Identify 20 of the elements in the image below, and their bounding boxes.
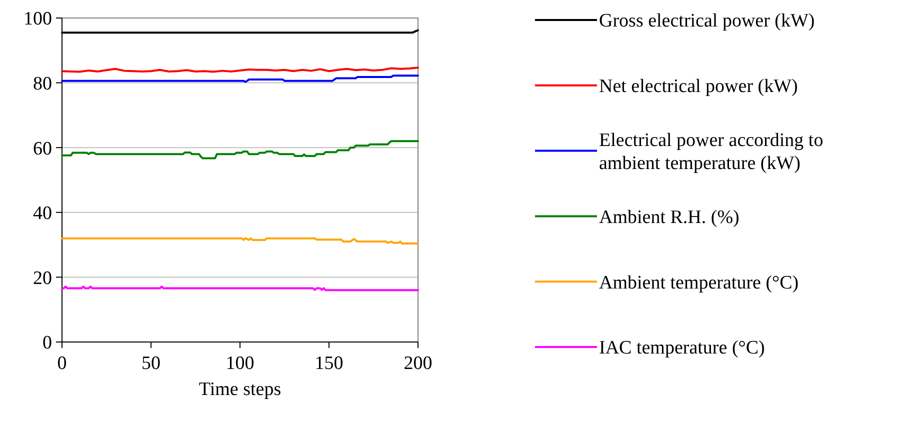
legend-label: Ambient R.H. (%) — [599, 206, 740, 228]
legend-label: Electrical power according to ambient temperature (kW) — [599, 130, 824, 174]
line-series — [61, 140, 419, 160]
x-axis-title: Time steps — [198, 379, 282, 400]
x-tick-label: 150 — [314, 353, 344, 374]
x-tick-label: 0 — [57, 353, 67, 374]
line-series — [61, 74, 419, 83]
y-tick-label: 20 — [33, 268, 52, 289]
y-tick-label: 100 — [24, 8, 52, 30]
y-tick-label: 80 — [33, 73, 52, 94]
x-tick-label: 200 — [404, 353, 432, 374]
x-tick-label: 50 — [142, 353, 160, 374]
y-tick-label: 40 — [33, 203, 52, 224]
legend-label: Ambient temperature (°C) — [599, 272, 799, 294]
legend-label: IAC temperature (°C) — [599, 338, 765, 359]
legend-label: Gross electrical power (kW) — [599, 10, 815, 32]
legend-label: Net electrical power (kW) — [599, 76, 798, 98]
x-tick-label: 100 — [226, 353, 254, 374]
y-tick-label: 0 — [42, 332, 52, 354]
y-tick-label: 60 — [33, 138, 52, 160]
